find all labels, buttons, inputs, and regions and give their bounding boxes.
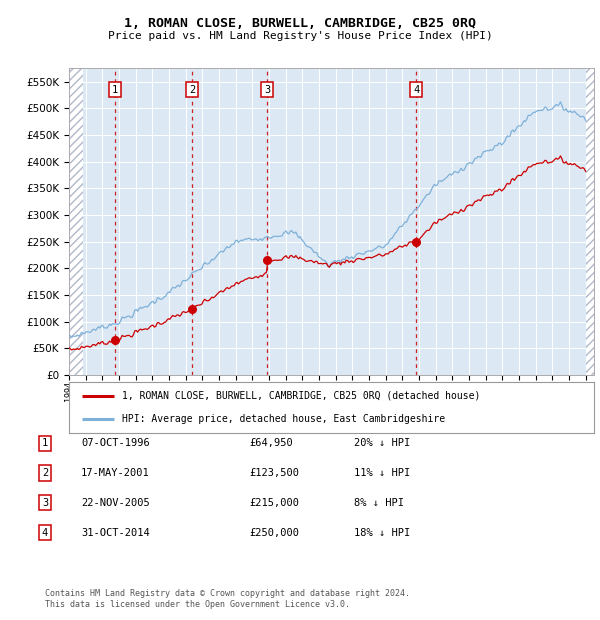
Text: 3: 3 (42, 498, 48, 508)
Text: Price paid vs. HM Land Registry's House Price Index (HPI): Price paid vs. HM Land Registry's House … (107, 31, 493, 41)
Text: 8% ↓ HPI: 8% ↓ HPI (354, 498, 404, 508)
Text: 11% ↓ HPI: 11% ↓ HPI (354, 468, 410, 478)
Text: HPI: Average price, detached house, East Cambridgeshire: HPI: Average price, detached house, East… (121, 414, 445, 424)
Text: 07-OCT-1996: 07-OCT-1996 (81, 438, 150, 448)
Text: £64,950: £64,950 (249, 438, 293, 448)
Bar (586, 68, 594, 375)
Bar (586, 68, 594, 375)
Text: Contains HM Land Registry data © Crown copyright and database right 2024.
This d: Contains HM Land Registry data © Crown c… (45, 590, 410, 609)
Text: 2: 2 (42, 468, 48, 478)
Text: 1, ROMAN CLOSE, BURWELL, CAMBRIDGE, CB25 0RQ: 1, ROMAN CLOSE, BURWELL, CAMBRIDGE, CB25… (124, 17, 476, 30)
Text: 17-MAY-2001: 17-MAY-2001 (81, 468, 150, 478)
Text: 4: 4 (42, 528, 48, 538)
Bar (69, 68, 83, 375)
Text: 1, ROMAN CLOSE, BURWELL, CAMBRIDGE, CB25 0RQ (detached house): 1, ROMAN CLOSE, BURWELL, CAMBRIDGE, CB25… (121, 391, 480, 401)
Text: 20% ↓ HPI: 20% ↓ HPI (354, 438, 410, 448)
Text: 2: 2 (189, 84, 195, 94)
Bar (69, 68, 83, 375)
Text: £123,500: £123,500 (249, 468, 299, 478)
Text: 1: 1 (42, 438, 48, 448)
Text: £250,000: £250,000 (249, 528, 299, 538)
Text: 3: 3 (264, 84, 271, 94)
Text: 18% ↓ HPI: 18% ↓ HPI (354, 528, 410, 538)
Text: 4: 4 (413, 84, 419, 94)
Text: £215,000: £215,000 (249, 498, 299, 508)
Text: 1: 1 (112, 84, 118, 94)
Text: 31-OCT-2014: 31-OCT-2014 (81, 528, 150, 538)
Text: 22-NOV-2005: 22-NOV-2005 (81, 498, 150, 508)
